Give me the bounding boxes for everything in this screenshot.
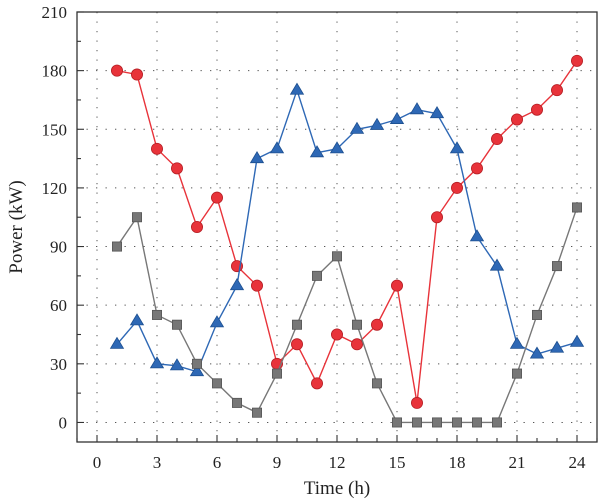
data-point-circle xyxy=(450,181,463,194)
data-point-square xyxy=(311,270,322,281)
data-point-triangle xyxy=(109,336,125,349)
data-point-triangle xyxy=(509,336,525,349)
series-triangle xyxy=(109,82,585,377)
y-tick-label: 210 xyxy=(42,3,68,22)
data-point-circle xyxy=(170,162,183,175)
data-point-circle xyxy=(290,338,303,351)
data-point-square xyxy=(331,251,342,262)
x-tick-label: 24 xyxy=(569,453,587,472)
data-point-triangle xyxy=(169,358,185,371)
data-point-square xyxy=(271,368,282,379)
data-point-square xyxy=(451,417,462,428)
data-point-triangle xyxy=(309,145,325,158)
x-tick-label: 12 xyxy=(329,453,346,472)
x-tick-label: 9 xyxy=(273,453,282,472)
data-point-circle xyxy=(190,220,203,233)
data-point-circle xyxy=(130,68,143,81)
data-point-triangle xyxy=(289,82,305,95)
data-point-circle xyxy=(250,279,263,292)
data-point-square xyxy=(552,261,563,272)
data-point-square xyxy=(291,319,302,330)
data-point-triangle xyxy=(269,141,285,154)
data-point-triangle xyxy=(369,117,385,130)
x-tick-label: 0 xyxy=(93,453,102,472)
data-point-circle xyxy=(150,142,163,155)
data-point-triangle xyxy=(209,315,225,328)
data-point-square xyxy=(351,319,362,330)
y-tick-label: 30 xyxy=(50,355,67,374)
data-point-triangle xyxy=(389,111,405,124)
data-point-triangle xyxy=(229,278,245,291)
data-point-circle xyxy=(370,318,383,331)
y-tick-label: 60 xyxy=(50,296,67,315)
data-point-circle xyxy=(430,211,443,224)
x-tick-label: 3 xyxy=(153,453,162,472)
series-line-circle xyxy=(116,60,578,404)
x-tick-label: 18 xyxy=(449,453,466,472)
data-point-triangle xyxy=(489,258,505,271)
data-point-triangle xyxy=(529,346,545,359)
data-point-square xyxy=(112,241,123,252)
data-point-triangle xyxy=(249,151,265,164)
y-axis-label: Power (kW) xyxy=(6,180,27,273)
y-tick-label: 0 xyxy=(59,413,68,432)
data-point-triangle xyxy=(349,121,365,134)
data-point-square xyxy=(431,417,442,428)
data-point-circle xyxy=(510,113,523,126)
data-point-triangle xyxy=(449,141,465,154)
series-line-square xyxy=(116,207,578,424)
data-point-triangle xyxy=(329,141,345,154)
series-layer xyxy=(109,54,585,428)
data-point-triangle xyxy=(469,229,485,242)
data-point-square xyxy=(251,407,262,418)
data-point-circle xyxy=(310,377,323,390)
data-point-triangle xyxy=(149,356,165,369)
data-point-square xyxy=(131,212,142,223)
data-point-circle xyxy=(350,338,363,351)
data-point-square xyxy=(171,319,182,330)
series-square xyxy=(112,202,583,428)
data-point-circle xyxy=(551,84,564,97)
data-point-circle xyxy=(330,328,343,341)
series-line-triangle xyxy=(116,87,578,373)
data-point-triangle xyxy=(549,340,565,353)
data-point-square xyxy=(411,417,422,428)
data-point-triangle xyxy=(429,106,445,119)
data-point-square xyxy=(512,368,523,379)
data-point-circle xyxy=(470,162,483,175)
y-tick-label: 120 xyxy=(42,179,68,198)
data-point-circle xyxy=(531,103,544,116)
data-point-square xyxy=(371,378,382,389)
data-point-square xyxy=(211,378,222,389)
data-point-square xyxy=(191,358,202,369)
data-point-circle xyxy=(410,396,423,409)
data-point-triangle xyxy=(569,334,585,347)
y-tick-label: 90 xyxy=(50,238,67,257)
data-point-circle xyxy=(571,54,584,67)
data-point-square xyxy=(231,397,242,408)
data-point-triangle xyxy=(189,364,205,377)
data-point-circle xyxy=(210,191,223,204)
data-point-circle xyxy=(111,64,124,77)
data-point-square xyxy=(391,417,402,428)
x-tick-label: 15 xyxy=(389,453,406,472)
ticks: 0 3 6 9 12 15 18 21 24 0 30 60 90 120 150 180 210 xyxy=(42,3,598,472)
x-tick-label: 21 xyxy=(509,453,526,472)
data-point-square xyxy=(532,309,543,320)
data-point-triangle xyxy=(129,313,145,326)
series-circle xyxy=(111,54,584,409)
data-point-square xyxy=(151,309,162,320)
data-point-square xyxy=(471,417,482,428)
x-axis-label: Time (h) xyxy=(304,478,370,499)
data-point-square xyxy=(572,202,583,213)
data-point-triangle xyxy=(409,102,425,115)
y-tick-label: 180 xyxy=(42,62,68,81)
x-tick-label: 6 xyxy=(213,453,222,472)
data-point-circle xyxy=(390,279,403,292)
y-tick-label: 150 xyxy=(42,120,68,139)
data-point-circle xyxy=(490,133,503,146)
data-point-square xyxy=(491,417,502,428)
